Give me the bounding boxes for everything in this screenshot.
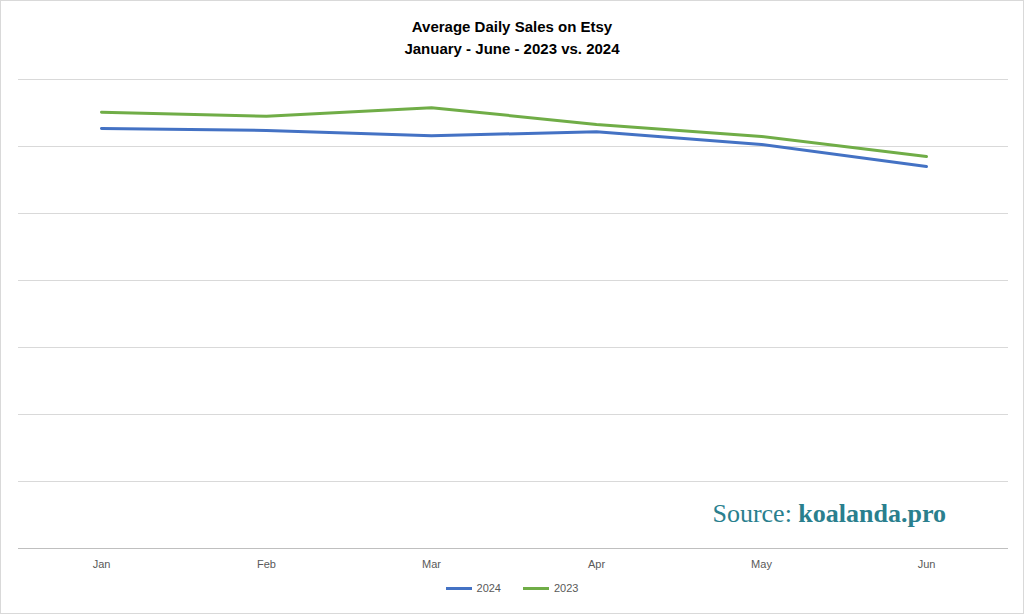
svg-text:May: May bbox=[751, 558, 772, 570]
svg-text:Jun: Jun bbox=[918, 558, 936, 570]
html-text:2023: 2023 bbox=[554, 582, 579, 594]
svg-text:Feb: Feb bbox=[257, 558, 276, 570]
svg-text:Jan: Jan bbox=[93, 558, 111, 570]
svg-text:Apr: Apr bbox=[588, 558, 605, 570]
html-text:2024: 2024 bbox=[476, 582, 501, 594]
html-text:Average Daily Sales on Etsy: Average Daily Sales on Etsy bbox=[411, 18, 613, 35]
svg-text:Mar: Mar bbox=[422, 558, 441, 570]
html-text:Source: koalanda.pro: Source: koalanda.pro bbox=[712, 499, 946, 528]
html-text:January - June - 2023 vs. 2024: January - June - 2023 vs. 2024 bbox=[404, 40, 620, 57]
